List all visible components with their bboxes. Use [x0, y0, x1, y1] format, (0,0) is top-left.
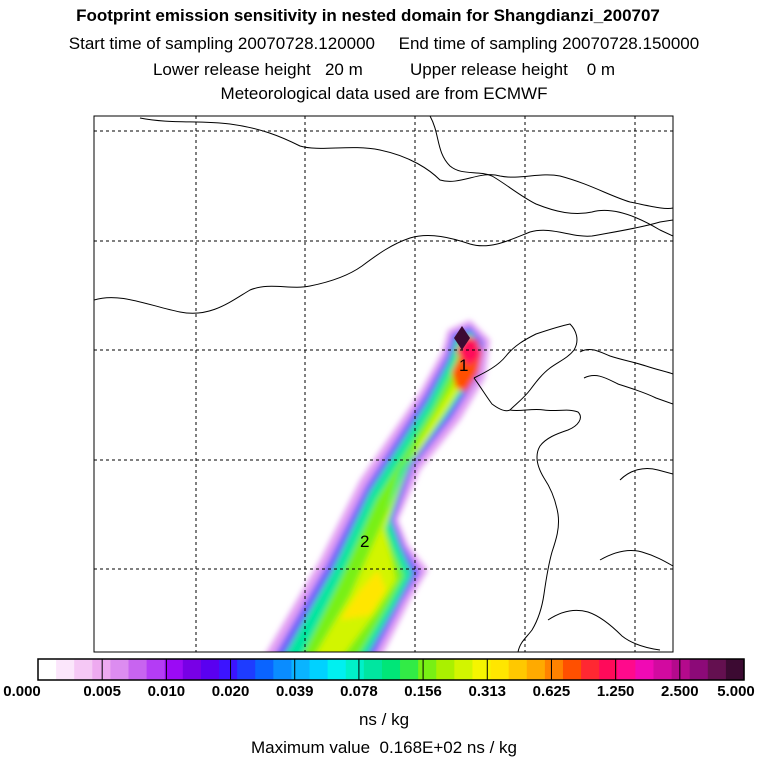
colorbar-cell: [92, 659, 112, 680]
lat-lon-grid: [94, 116, 673, 652]
colorbar-tick-label: 0.039: [275, 683, 314, 700]
maximum-value-number: 0.168E+02 ns / kg: [379, 738, 518, 757]
map-frame: [93, 115, 674, 653]
colorbar-tick-label: 0.625: [532, 683, 571, 700]
colorbar-cell: [508, 659, 528, 680]
colorbar-tick-label: 0.078: [340, 683, 378, 700]
upper-release-label: Upper release height: [409, 60, 568, 79]
colorbar-cell: [74, 659, 93, 680]
marker-label-2: 2: [360, 532, 370, 551]
release-heights: Lower release height 20 m Upper release …: [0, 60, 768, 80]
coastlines: [94, 116, 673, 652]
colorbar-cell: [38, 659, 57, 680]
colorbar-cell: [707, 659, 727, 680]
colorbar-cell: [562, 659, 582, 680]
colorbar-units: ns / kg: [358, 710, 410, 729]
colorbar-tick-label: 2.500: [661, 683, 699, 700]
colorbar-cell: [381, 659, 401, 680]
map-area: [94, 116, 673, 652]
colorbar-cell: [146, 659, 166, 680]
receptor-marker: [454, 326, 470, 350]
colorbar-cell: [345, 659, 365, 680]
colorbar-tick-label: 0.005: [83, 683, 121, 700]
maximum-value-label: Maximum value: [250, 738, 371, 757]
upper-release-value: 0 m: [586, 60, 616, 79]
sampling-end-value: 20070728.150000: [562, 34, 700, 53]
colorbar-cell: [400, 659, 419, 680]
colorbar-cell: [526, 659, 546, 680]
colorbar-cell: [164, 659, 184, 680]
plot-title: Footprint emission sensitivity in nested…: [76, 6, 660, 25]
sampling-times: Start time of sampling 20070728.120000 E…: [0, 34, 768, 54]
colorbar-cell: [418, 659, 437, 680]
colorbar-cell: [327, 659, 347, 680]
colorbar-cells: [38, 659, 745, 680]
colorbar-cell: [472, 659, 492, 680]
colorbar-cell: [110, 659, 130, 680]
colorbar-cell: [56, 659, 75, 680]
colorbar-cell: [363, 659, 383, 680]
colorbar-cell: [689, 659, 709, 680]
colorbar-cell: [454, 659, 474, 680]
colorbar-cell: [273, 659, 293, 680]
lower-release-label: Lower release height: [152, 60, 311, 79]
colorbar-cell: [436, 659, 455, 680]
colorbar-tick-label: 0.000: [3, 683, 41, 700]
met-data-source: Meteorological data used are from ECMWF: [220, 84, 548, 103]
colorbar-cell: [635, 659, 655, 680]
colorbar-tick-label: 0.020: [211, 683, 250, 700]
colorbar-cell: [182, 659, 202, 680]
colorbar-frame: [37, 658, 745, 681]
colorbar-cell: [309, 659, 329, 680]
sampling-end-label: End time of sampling: [398, 34, 558, 53]
colorbar-cell: [200, 659, 220, 680]
colorbar-tick-label: 0.010: [147, 683, 186, 700]
marker-label-1: 1: [459, 356, 469, 375]
colorbar-cell: [617, 659, 636, 680]
colorbar-cell: [581, 659, 600, 680]
colorbar-tick-label: 0.156: [404, 683, 442, 700]
colorbar-cell: [291, 659, 311, 680]
colorbar-cell: [128, 659, 148, 680]
colorbar-cell: [255, 659, 274, 680]
colorbar-dividers: [101, 659, 681, 680]
colorbar-cell: [237, 659, 256, 680]
colorbar-cell: [490, 659, 510, 680]
colorbar-cell: [219, 659, 238, 680]
colorbar-tick-label: 1.250: [596, 683, 635, 700]
lower-release-value: 20 m: [324, 60, 363, 79]
colorbar-cell: [671, 659, 691, 680]
colorbar-cell: [599, 659, 618, 680]
colorbar-tick-label: 5.000: [717, 683, 755, 700]
colorbar-tick-label: 0.313: [468, 683, 507, 700]
colorbar-cell: [544, 659, 564, 680]
colorbar-cell: [653, 659, 673, 680]
maximum-value: Maximum value 0.168E+02 ns / kg: [0, 738, 768, 758]
colorbar-cell: [725, 659, 745, 680]
sampling-start-value: 20070728.120000: [237, 34, 376, 53]
sampling-start-label: Start time of sampling: [68, 34, 234, 53]
